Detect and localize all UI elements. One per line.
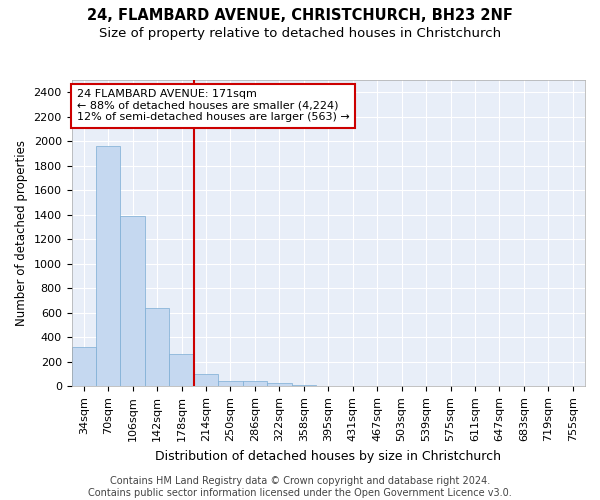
- Text: 24 FLAMBARD AVENUE: 171sqm
← 88% of detached houses are smaller (4,224)
12% of s: 24 FLAMBARD AVENUE: 171sqm ← 88% of deta…: [77, 89, 349, 122]
- Bar: [121, 216, 145, 386]
- Bar: [96, 146, 121, 386]
- Bar: [169, 354, 194, 386]
- Bar: [71, 347, 96, 387]
- Bar: [242, 381, 267, 386]
- X-axis label: Distribution of detached houses by size in Christchurch: Distribution of detached houses by size …: [155, 450, 501, 462]
- Bar: [218, 381, 242, 386]
- Text: 24, FLAMBARD AVENUE, CHRISTCHURCH, BH23 2NF: 24, FLAMBARD AVENUE, CHRISTCHURCH, BH23 …: [87, 8, 513, 22]
- Text: Size of property relative to detached houses in Christchurch: Size of property relative to detached ho…: [99, 28, 501, 40]
- Y-axis label: Number of detached properties: Number of detached properties: [15, 140, 28, 326]
- Bar: [292, 384, 316, 386]
- Bar: [267, 384, 292, 386]
- Text: Contains HM Land Registry data © Crown copyright and database right 2024.
Contai: Contains HM Land Registry data © Crown c…: [88, 476, 512, 498]
- Bar: [194, 374, 218, 386]
- Bar: [145, 308, 169, 386]
